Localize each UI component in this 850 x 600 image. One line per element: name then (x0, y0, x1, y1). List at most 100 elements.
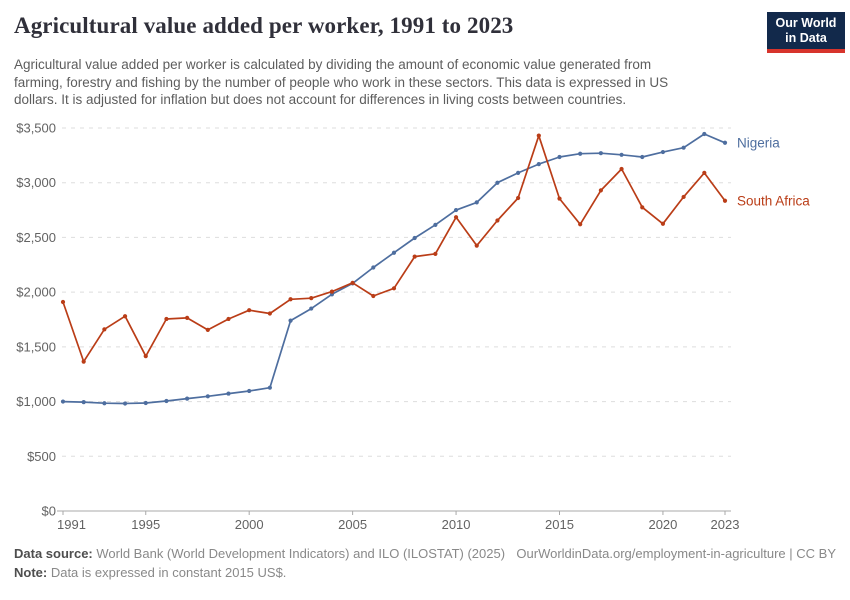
owid-url-link[interactable]: OurWorldinData.org/employment-in-agricul… (516, 546, 836, 561)
data-point-south-africa (267, 311, 272, 316)
data-point-nigeria (122, 401, 128, 406)
data-point-south-africa (578, 222, 583, 227)
data-point-south-africa (309, 296, 314, 301)
data-point-nigeria (309, 306, 314, 311)
data-point-south-africa (433, 251, 438, 256)
data-point-nigeria (371, 265, 376, 270)
data-point-nigeria (226, 391, 231, 396)
data-point-nigeria (185, 396, 190, 401)
data-point-nigeria (433, 222, 438, 227)
data-source-text: World Bank (World Development Indicators… (92, 546, 506, 561)
chart-footer: Data source: World Bank (World Developme… (14, 546, 836, 561)
data-point-nigeria (391, 250, 397, 255)
data-point-nigeria (536, 162, 541, 167)
data-point-nigeria (598, 151, 603, 156)
y-tick-label: $1,500 (16, 339, 56, 354)
data-point-south-africa (660, 221, 666, 226)
chart-note: Note: Data is expressed in constant 2015… (14, 565, 286, 580)
data-point-nigeria (474, 200, 479, 205)
data-point-south-africa (557, 196, 562, 201)
x-tick-label: 1991 (57, 517, 86, 532)
owid-logo[interactable]: Our World in Data (767, 12, 845, 53)
subtitle-line: farming, forestry and fishing by the num… (14, 74, 669, 90)
x-tick-label: 1995 (131, 517, 160, 532)
data-source: Data source: World Bank (World Developme… (14, 546, 505, 561)
data-point-south-africa (702, 170, 707, 175)
data-point-nigeria (60, 399, 66, 404)
subtitle-line: Agricultural value added per worker is c… (14, 57, 652, 72)
data-point-south-africa (81, 359, 86, 364)
data-point-nigeria (267, 385, 272, 390)
data-point-nigeria (557, 154, 562, 160)
series-label-south-africa[interactable]: South Africa (737, 193, 810, 208)
data-point-south-africa (288, 297, 293, 302)
data-point-nigeria (143, 400, 148, 406)
line-chart-area[interactable]: $0 $500 $1,000 $1,500 $2,000 $2,500 $3,000 $3,5… (0, 108, 850, 548)
owid-logo-line1: Our World (775, 15, 837, 30)
data-point-nigeria (702, 131, 707, 137)
chart-subtitle: Agricultural value added per worker is c… (14, 56, 774, 109)
data-point-south-africa (143, 354, 148, 359)
data-point-south-africa (391, 286, 397, 291)
data-point-nigeria (681, 145, 686, 150)
data-point-nigeria (495, 180, 500, 185)
data-point-south-africa (350, 280, 355, 285)
x-tick-label: 2000 (235, 517, 264, 532)
data-point-south-africa (640, 205, 645, 210)
data-point-nigeria (81, 400, 86, 405)
y-tick-label: $3,500 (16, 121, 56, 136)
data-point-south-africa (102, 327, 107, 332)
series-line-nigeria[interactable] (62, 133, 726, 405)
line-chart[interactable]: $0 $500 $1,000 $1,500 $2,000 $2,500 $3,000 $3,5… (0, 108, 850, 548)
data-point-south-africa (598, 188, 603, 193)
data-point-nigeria (660, 149, 666, 155)
data-point-nigeria (516, 170, 521, 175)
note-text: Data is expressed in constant 2015 US$. (47, 565, 287, 580)
data-point-nigeria (619, 152, 624, 157)
y-tick-label: $3,000 (16, 175, 56, 190)
data-point-south-africa (681, 194, 686, 200)
data-point-south-africa (371, 293, 376, 299)
data-point-south-africa (474, 243, 479, 248)
data-point-south-africa (164, 316, 169, 322)
series-line-south-africa[interactable] (62, 134, 726, 363)
data-source-label: Data source: (14, 546, 93, 561)
data-point-nigeria (247, 388, 252, 394)
data-point-nigeria (164, 398, 169, 404)
data-point-south-africa (536, 133, 541, 138)
data-point-south-africa (453, 215, 459, 220)
data-point-south-africa (122, 314, 128, 319)
data-point-nigeria (205, 394, 210, 399)
data-point-south-africa (226, 316, 231, 322)
y-tick-label: $2,500 (16, 230, 56, 245)
data-point-nigeria (453, 207, 459, 213)
y-tick-label: $500 (27, 449, 56, 464)
data-point-south-africa (60, 299, 66, 305)
series-label-nigeria[interactable]: Nigeria (737, 135, 780, 150)
data-point-south-africa (412, 254, 417, 259)
x-tick-label: 2010 (442, 517, 471, 532)
x-tick-label: 2005 (338, 517, 367, 532)
y-tick-label: $0 (42, 504, 56, 519)
data-point-south-africa (495, 218, 500, 223)
subtitle-line: dollars. It is adjusted for inflation bu… (14, 92, 627, 107)
data-point-south-africa (722, 198, 728, 203)
data-point-south-africa (329, 289, 335, 294)
data-point-nigeria (578, 151, 583, 156)
y-tick-label: $1,000 (16, 394, 56, 409)
data-point-nigeria (412, 235, 417, 241)
x-tick-label: 2015 (545, 517, 574, 532)
data-point-south-africa (205, 327, 210, 332)
data-point-south-africa (185, 315, 190, 320)
y-tick-label: $2,000 (16, 285, 56, 300)
data-point-south-africa (516, 195, 521, 201)
owid-logo-line2: in Data (785, 30, 827, 45)
x-tick-label: 2020 (648, 517, 677, 532)
data-point-nigeria (288, 318, 293, 323)
data-point-south-africa (619, 166, 624, 172)
note-label: Note: (14, 565, 48, 580)
chart-title: Agricultural value added per worker, 199… (14, 13, 514, 38)
data-point-south-africa (247, 308, 252, 313)
data-point-nigeria (102, 401, 107, 406)
